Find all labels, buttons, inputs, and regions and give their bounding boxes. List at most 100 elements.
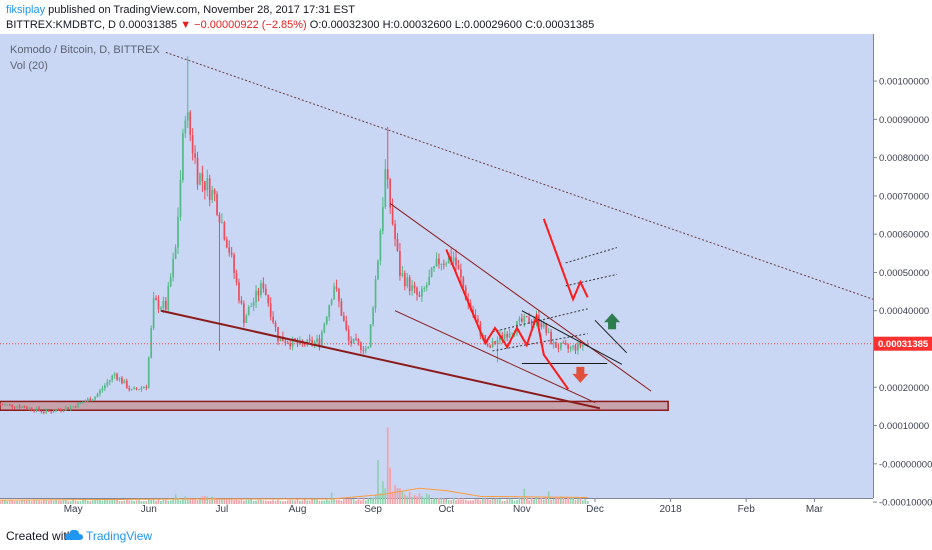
volume-bar <box>572 497 574 504</box>
candle-body <box>38 407 40 411</box>
candle-body <box>403 273 406 287</box>
price-chart[interactable]: Komodo / Bitcoin, D, BITTREX Vol (20) 0.00… <box>0 34 932 520</box>
volume-bar <box>252 500 255 504</box>
volume-bar <box>291 499 294 504</box>
y-tick-label: 0.00020000 <box>879 383 929 394</box>
volume-bar <box>330 492 333 504</box>
candle-body <box>113 373 116 376</box>
volume-bar <box>25 500 28 504</box>
candle-body <box>494 340 496 344</box>
candle-body <box>111 375 114 381</box>
candle-body <box>567 344 570 349</box>
candle-body <box>352 338 355 344</box>
tradingview-brand[interactable]: TradingView <box>86 529 153 543</box>
volume-bar <box>486 498 489 504</box>
candle-body <box>82 402 84 404</box>
volume-bar <box>472 500 474 504</box>
volume-bar <box>67 501 70 504</box>
volume-bar <box>423 497 426 504</box>
volume-bar <box>86 500 89 504</box>
volume-bar <box>518 497 521 504</box>
volume-bar <box>469 500 472 504</box>
footer: Created with TradingView <box>0 520 932 550</box>
candle-body <box>557 347 560 349</box>
volume-ma-line <box>0 487 588 501</box>
volume-bar <box>245 499 248 504</box>
candle-body <box>186 112 189 121</box>
volume-bar <box>264 500 267 504</box>
candle-body <box>323 323 326 333</box>
candle-body <box>386 169 389 180</box>
y-tick-label: 0.00050000 <box>879 268 929 279</box>
dotted-flag-bottom <box>565 273 618 287</box>
x-tick-label: Aug <box>289 504 307 515</box>
volume-bar <box>128 500 131 504</box>
dotted-channel-bottom <box>492 333 588 352</box>
candle-body <box>311 340 313 345</box>
candle-body <box>340 301 343 316</box>
candle-body <box>230 252 233 255</box>
volume-bar <box>99 500 101 504</box>
volume-bar <box>213 497 216 504</box>
volume-bar <box>364 500 367 504</box>
volume-bar <box>201 496 204 504</box>
candle-body <box>33 410 35 412</box>
volume-bar <box>394 485 396 504</box>
candle-body <box>28 407 31 409</box>
resistance-trendline <box>165 51 874 300</box>
candle-body <box>401 273 404 276</box>
candle-body <box>86 398 89 402</box>
candle-body <box>455 257 457 266</box>
wedge-upper-line-2 <box>594 319 628 354</box>
candle-body <box>50 411 53 413</box>
volume-bar <box>325 499 328 504</box>
candle-body <box>150 328 153 358</box>
volume-bar <box>152 499 155 504</box>
volume-bar <box>35 500 38 504</box>
candle-body <box>562 342 565 344</box>
volume-bar <box>267 500 270 504</box>
lower-trendline <box>160 309 601 410</box>
volume-bar <box>118 500 121 504</box>
y-tick-label: 0.00060000 <box>879 230 929 241</box>
candle-body <box>508 333 511 338</box>
chart-area[interactable]: Komodo / Bitcoin, D, BITTREX Vol (20) 0.00… <box>0 34 932 520</box>
volume-bar <box>560 496 562 504</box>
candle-body <box>55 409 57 412</box>
candle-body <box>143 386 145 388</box>
candle-body <box>360 342 362 350</box>
volume-bar <box>47 500 50 504</box>
volume-bar <box>96 499 99 504</box>
volume-bar <box>428 494 431 504</box>
symbol-ohlc-line: BITTREX:KMDBTC, D 0.00031385 ▼ −0.000009… <box>6 19 594 31</box>
volume-bar <box>447 499 450 504</box>
volume-bar <box>189 498 192 504</box>
candle-body <box>43 411 45 413</box>
candle-body <box>574 345 577 351</box>
volume-bar <box>79 501 82 504</box>
volume-bar <box>250 499 253 504</box>
y-tick-label: 0.00100000 <box>879 77 929 88</box>
volume-bar <box>403 494 406 504</box>
volume-bar <box>162 499 165 504</box>
candle-body <box>406 277 409 287</box>
volume-bar <box>435 498 438 504</box>
volume-bar <box>0 500 1 504</box>
candle-body <box>164 300 167 310</box>
volume-bar <box>296 499 299 504</box>
candle-body <box>381 206 384 231</box>
candle-body <box>130 389 133 391</box>
volume-bar <box>116 499 118 504</box>
arrow-down-icon <box>572 366 589 383</box>
author-link[interactable]: fiksiplay <box>6 4 46 16</box>
candle-body <box>213 189 216 194</box>
chart-title: Komodo / Bitcoin, D, BITTREX <box>10 44 160 56</box>
x-tick-label: Dec <box>586 504 604 515</box>
candle-body <box>18 406 21 408</box>
candle-body <box>518 318 521 322</box>
candle-body <box>123 380 126 384</box>
candle-body <box>496 340 499 344</box>
volume-bar <box>111 499 114 504</box>
candle-body <box>16 406 18 408</box>
volume-bar <box>135 500 138 504</box>
